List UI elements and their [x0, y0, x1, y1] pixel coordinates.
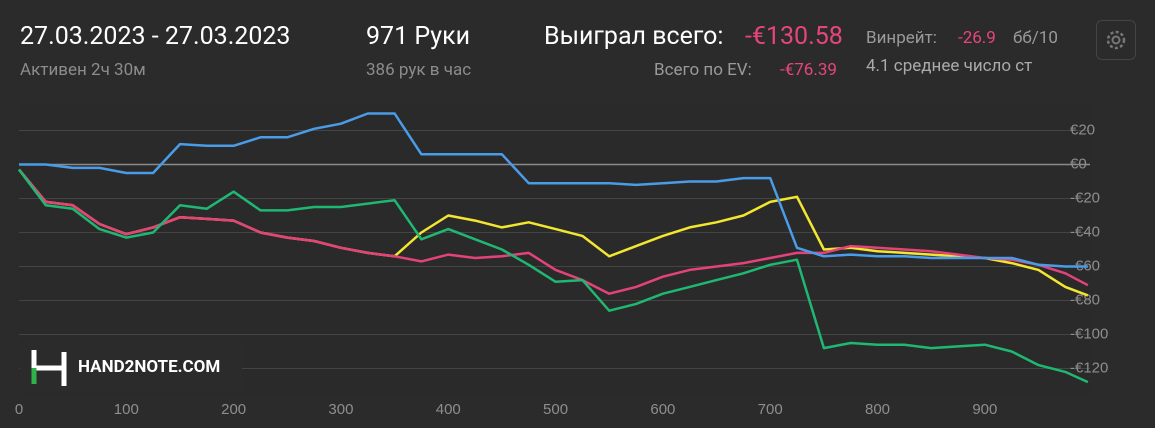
x-tick-label: 400 — [436, 401, 461, 418]
avg-players: 4.1 среднее число ст — [866, 56, 1033, 76]
watermark: HAND2NOTE.COM — [20, 342, 242, 392]
y-tick-label: €20 — [1070, 121, 1095, 138]
watermark-text: HAND2NOTE.COM — [78, 357, 221, 377]
y-tick-label: -€120 — [1070, 359, 1108, 376]
logo — [31, 350, 67, 386]
x-tick-label: 500 — [543, 401, 568, 418]
gear-icon — [1106, 30, 1126, 50]
ev-value: -€76.39 — [780, 60, 837, 80]
active-time: Активен 2ч 30м — [20, 60, 146, 80]
hands-per-hour: 386 рук в час — [366, 60, 472, 80]
x-tick-label: 700 — [758, 401, 783, 418]
date-range: 27.03.2023 - 27.03.2023 — [20, 22, 291, 51]
x-tick-label: 300 — [328, 401, 353, 418]
y-tick-label: -€80 — [1070, 291, 1100, 308]
x-tick-label: 200 — [221, 401, 246, 418]
winrate-label: Винрейт: — [866, 28, 937, 48]
x-tick-label: 100 — [114, 401, 139, 418]
y-tick-label: -€100 — [1070, 325, 1108, 342]
series-line — [19, 112, 1088, 268]
y-tick-label: €0 — [1070, 155, 1087, 172]
hands: 971 Руки — [366, 22, 471, 51]
series-line — [18, 168, 1089, 384]
won-label: Выиграл всего: — [544, 22, 724, 51]
winrate-value: -26.9 — [958, 28, 996, 48]
x-tick-label: 600 — [650, 401, 675, 418]
won-value: -€130.58 — [745, 22, 843, 51]
winrate-unit: бб/10 — [1013, 28, 1058, 48]
series-line — [18, 168, 1089, 295]
x-tick-label: 900 — [972, 401, 997, 418]
y-tick-label: -€40 — [1070, 223, 1100, 240]
ev-label: Всего по EV: — [654, 60, 752, 80]
y-tick-label: -€20 — [1070, 189, 1100, 206]
x-tick-label: 800 — [865, 401, 890, 418]
settings-button[interactable] — [1096, 20, 1136, 60]
x-tick-label: 0 — [15, 401, 23, 418]
